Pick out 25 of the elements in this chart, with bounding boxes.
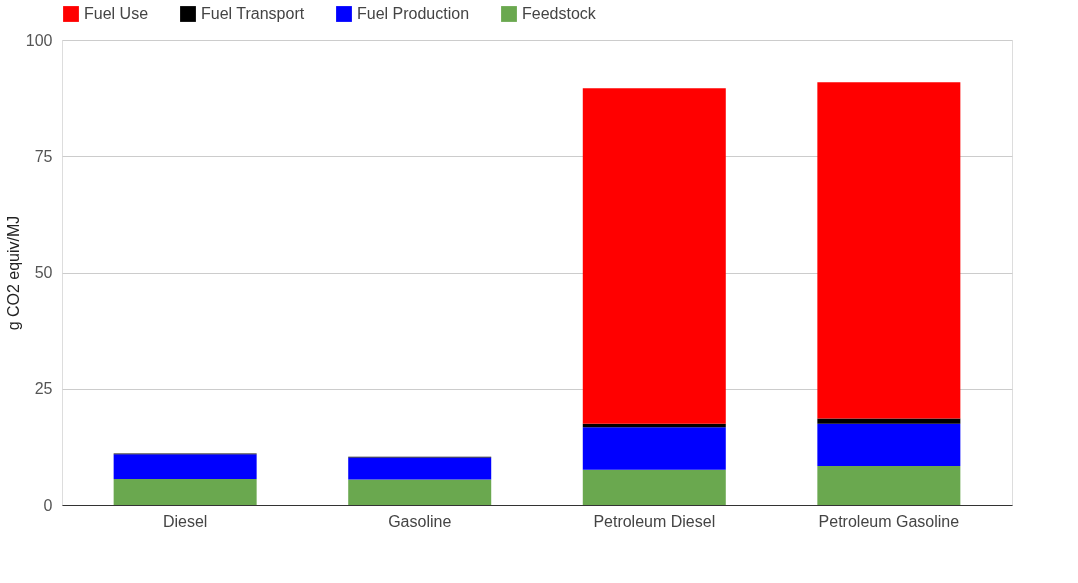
x-tick-label: Diesel	[162, 512, 208, 530]
y-tick-label: 0	[43, 496, 53, 514]
legend-label: Feedstock	[522, 5, 597, 22]
bar	[113, 454, 257, 479]
bar	[582, 427, 726, 470]
legend-label: Fuel Transport	[201, 5, 305, 22]
x-tick-label: Petroleum Diesel	[593, 512, 716, 530]
bar	[113, 478, 257, 505]
bar	[348, 457, 492, 480]
legend-label: Fuel Use	[84, 5, 149, 22]
x-tick-label: Petroleum Gasoline	[818, 512, 960, 530]
bar	[817, 418, 961, 424]
y-tick-label: 75	[34, 147, 53, 165]
bar	[582, 469, 726, 505]
y-tick-label: 50	[34, 264, 53, 281]
y-tick-label: 100	[25, 31, 53, 49]
bar	[348, 479, 492, 505]
y-axis-title: g CO2 equiv/MJ	[4, 215, 22, 331]
legend-label: Fuel Production	[357, 5, 470, 22]
x-tick-label: Gasoline	[388, 512, 452, 530]
y-tick-label: 25	[34, 380, 53, 398]
bar	[817, 82, 961, 419]
bar	[582, 88, 726, 424]
bar	[817, 423, 961, 466]
bar	[817, 465, 961, 505]
